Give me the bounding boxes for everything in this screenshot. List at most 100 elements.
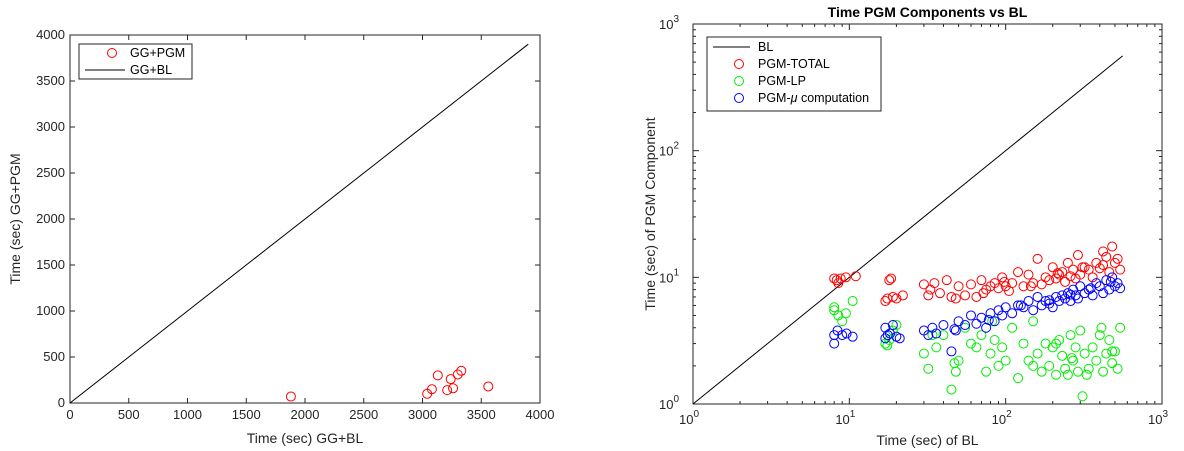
data-point-pgm-total [1047, 262, 1058, 273]
x-tick-label: 4000 [526, 407, 555, 422]
data-point-pgm-total [1062, 257, 1073, 268]
data-point-pgm-lp [1077, 391, 1088, 402]
data-point-pgm-lp [1115, 322, 1126, 333]
data-point-pgm-computation [1065, 289, 1076, 300]
data-point-pgm-computation [1018, 302, 1029, 313]
data-point-pgm-lp [847, 296, 858, 307]
data-point-pgm-lp [1112, 363, 1123, 374]
data-point-pgm-total [833, 278, 844, 289]
data-point-pgm-total [1112, 253, 1123, 264]
data-point-pgm-total [960, 290, 971, 301]
data-point-pgm-computation [1032, 291, 1043, 302]
data-point-gg-pgm [442, 385, 453, 396]
data-point-pgm-total [850, 271, 861, 282]
data-point-gg-pgm [456, 365, 467, 376]
data-point-pgm-computation [1057, 290, 1068, 301]
data-point-pgm-lp [1098, 366, 1109, 377]
legend-label-pgm-total: PGM-TOTAL [758, 57, 830, 71]
data-point-gg-pgm [483, 381, 494, 392]
data-point-pgm-lp [1054, 335, 1065, 346]
data-point-pgm-computation [923, 330, 934, 341]
data-point-pgm-total [1115, 264, 1126, 275]
data-point-pgm-computation [841, 328, 852, 339]
data-point-pgm-total [840, 272, 851, 283]
data-point-pgm-lp [1107, 358, 1118, 369]
data-point-pgm-total [923, 290, 934, 301]
data-point-pgm-lp [1044, 360, 1055, 371]
data-point-pgm-total [1057, 267, 1068, 278]
data-point-pgm-computation [938, 320, 949, 331]
data-point-pgm-lp [960, 322, 971, 333]
data-point-pgm-lp [1065, 330, 1076, 341]
data-point-pgm-computation [1085, 283, 1096, 294]
data-point-pgm-lp [837, 316, 848, 327]
data-point-pgm-lp [1062, 369, 1073, 380]
data-point-pgm-total [891, 293, 902, 304]
series-line-bl [692, 55, 1123, 405]
data-point-pgm-computation [847, 331, 858, 342]
data-point-pgm-total [978, 288, 989, 299]
data-point-pgm-computation [887, 320, 898, 331]
data-point-pgm-total [999, 276, 1010, 287]
data-point-pgm-lp [985, 348, 996, 359]
data-point-pgm-computation [960, 320, 971, 331]
y-tick-label: 1500 [36, 257, 65, 272]
y-tick-label: 4000 [36, 27, 65, 42]
x-tick-label: 0 [66, 407, 73, 422]
data-point-pgm-total [1025, 281, 1036, 292]
data-point-pgm-total [1044, 275, 1055, 286]
data-point-pgm-lp [1087, 342, 1098, 353]
data-point-pgm-lp [931, 342, 942, 353]
data-point-pgm-lp [1109, 346, 1120, 357]
data-point-pgm-computation [1007, 308, 1018, 319]
data-point-pgm-computation [1115, 283, 1126, 294]
data-point-pgm-computation [971, 318, 982, 329]
data-point-pgm-total [925, 284, 936, 295]
data-point-pgm-total [1077, 262, 1088, 273]
data-point-gg-pgm [445, 374, 456, 385]
data-point-pgm-computation [1054, 296, 1065, 307]
y-tick-label: 1000 [36, 303, 65, 318]
data-point-pgm-lp [938, 330, 949, 341]
data-point-pgm-total [1018, 281, 1029, 292]
data-point-pgm-lp [1028, 360, 1039, 371]
data-point-pgm-total [1007, 278, 1018, 289]
data-point-pgm-computation [837, 330, 848, 341]
data-point-pgm-computation [1044, 295, 1055, 306]
data-point-pgm-computation [931, 328, 942, 339]
data-point-pgm-lp [1013, 373, 1024, 384]
data-point-pgm-lp [1028, 316, 1039, 327]
x-axis-label: Time (sec) of BL [876, 432, 978, 448]
x-tick-label: 3500 [467, 407, 496, 422]
data-point-pgm-total [1065, 271, 1076, 282]
data-point-pgm-total [934, 288, 945, 299]
data-point-pgm-computation [894, 333, 905, 344]
data-point-pgm-lp [1047, 342, 1058, 353]
data-point-pgm-computation [1098, 288, 1109, 299]
x-tick-label: 102 [992, 409, 1012, 427]
data-point-pgm-lp [976, 330, 987, 341]
data-point-pgm-total [976, 275, 987, 286]
data-point-pgm-computation [1112, 278, 1123, 289]
y-tick-label: 103 [659, 14, 679, 32]
legend-box [78, 43, 193, 80]
data-point-pgm-lp [840, 308, 851, 319]
data-point-pgm-lp [1070, 342, 1081, 353]
data-point-pgm-total [835, 273, 846, 284]
data-point-pgm-total [1094, 263, 1105, 274]
data-point-pgm-computation [1101, 275, 1112, 286]
data-point-pgm-computation [1028, 305, 1039, 316]
data-point-pgm-lp [1083, 363, 1094, 374]
data-point-pgm-computation [1000, 302, 1011, 313]
legend-label-gg-pgm: GG+PGM [130, 46, 185, 60]
data-point-pgm-lp [829, 302, 840, 313]
data-point-pgm-lp [1007, 322, 1018, 333]
data-point-pgm-computation [993, 305, 1004, 316]
data-point-pgm-computation [1105, 276, 1116, 287]
data-point-pgm-computation [1023, 296, 1034, 307]
data-point-pgm-total [897, 290, 908, 301]
data-point-pgm-lp [971, 342, 982, 353]
data-point-pgm-computation [1091, 278, 1102, 289]
x-tick-label: 100 [679, 409, 699, 427]
